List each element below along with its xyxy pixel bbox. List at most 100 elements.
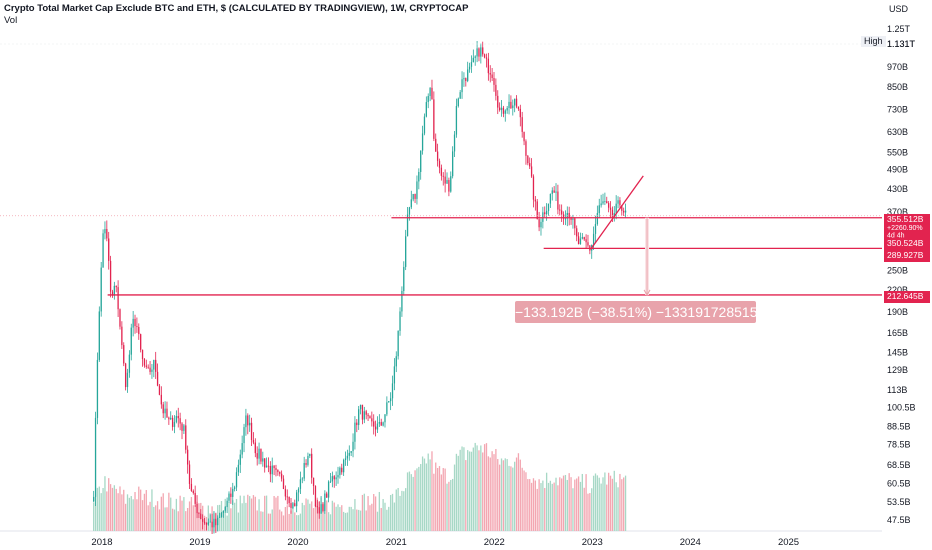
candle-body <box>303 463 305 479</box>
candle-body <box>498 107 501 111</box>
volume-bar <box>555 477 557 531</box>
volume-bar <box>230 508 232 531</box>
candle-body <box>491 74 493 78</box>
candle-body <box>510 101 512 109</box>
candle-body <box>162 404 164 414</box>
volume-bar <box>442 468 444 531</box>
candle-body <box>502 107 505 114</box>
candle-body <box>568 212 570 218</box>
volume-bar <box>508 465 510 531</box>
volume-bar <box>128 497 131 531</box>
candle-body <box>329 481 332 483</box>
volume-bar <box>418 466 420 531</box>
measure-label[interactable]: −133.192B (−38.51%) −133191728515 <box>515 301 758 323</box>
volume-bar <box>190 497 193 531</box>
candle-body <box>282 478 285 489</box>
candle-body <box>232 488 234 497</box>
candle-body <box>594 223 597 234</box>
candle-body <box>557 191 559 210</box>
candle-body <box>292 503 294 508</box>
currency-label: USD <box>889 4 909 14</box>
volume-bar <box>303 505 305 531</box>
volume-bar <box>585 474 587 531</box>
volume-bar <box>228 502 230 531</box>
candle-body <box>168 417 170 420</box>
volume-bar <box>493 454 495 531</box>
volume-bar <box>538 479 540 531</box>
candle-body <box>124 363 127 388</box>
candle-body <box>399 311 401 331</box>
volume-bar <box>104 476 106 531</box>
volume-bar <box>606 484 608 531</box>
candle-body <box>132 318 134 328</box>
candle-body <box>331 476 334 482</box>
volume-bar <box>577 476 580 531</box>
volume-bar <box>382 499 384 531</box>
volume-bar <box>301 502 303 531</box>
volume-bar <box>542 480 544 531</box>
candle-body <box>252 439 255 443</box>
volume-bar <box>160 496 162 531</box>
volume-bar <box>579 481 582 531</box>
volume-bar <box>367 496 369 531</box>
candle-body <box>523 131 525 142</box>
volume-bar <box>237 512 240 531</box>
candle-body <box>459 92 461 99</box>
y-tick-label: 250B <box>887 266 908 276</box>
candle-body <box>250 422 253 440</box>
candle-body <box>450 176 452 192</box>
volume-bar <box>589 493 591 531</box>
candle-body <box>361 404 364 420</box>
candle-body <box>607 203 610 208</box>
volume-bar <box>615 482 617 531</box>
volume-bar <box>188 501 191 531</box>
candle-body <box>559 209 561 211</box>
volume-bar <box>113 485 116 531</box>
candle-body <box>405 236 407 267</box>
volume-bar <box>361 494 364 531</box>
volume-bar <box>117 493 119 531</box>
candle-body <box>587 242 589 246</box>
candle-body <box>160 394 162 405</box>
volume-bar <box>568 473 570 531</box>
candle-body <box>538 219 540 228</box>
candle-body <box>205 522 208 525</box>
volume-bar <box>389 495 392 531</box>
candle-body <box>604 201 606 202</box>
volume-bar <box>504 458 506 531</box>
y-tick-label: 850B <box>887 82 908 92</box>
candle-body <box>504 110 506 114</box>
y-tick-label: 550B <box>887 147 908 157</box>
volume-bar <box>305 498 307 531</box>
candle-body <box>258 448 260 459</box>
volume-bar <box>258 499 260 531</box>
volume-bar <box>344 512 347 531</box>
candle-body <box>562 214 565 219</box>
candle-body <box>544 212 546 215</box>
volume-bar <box>444 468 446 531</box>
candle-body <box>425 102 427 117</box>
volume-bar <box>333 502 335 531</box>
volume-bar <box>592 475 595 531</box>
candle-body <box>581 237 583 239</box>
x-tick-label: 2020 <box>287 537 308 548</box>
y-tick-label: 730B <box>887 105 908 115</box>
volume-bar <box>233 502 236 531</box>
candle-body <box>495 84 497 96</box>
candle-body <box>179 418 181 424</box>
price-tag-sub: 4d 4h <box>887 233 905 240</box>
candle-body <box>433 99 435 139</box>
volume-bar <box>566 479 568 531</box>
candle-body <box>192 490 194 493</box>
candle-body <box>611 209 614 217</box>
volume-bar <box>171 508 174 531</box>
y-tick-label: 129B <box>887 365 908 375</box>
candle-body <box>391 383 394 399</box>
candle-body <box>561 210 563 215</box>
candle-body <box>576 228 578 237</box>
volume-bar <box>408 471 411 531</box>
candle-body <box>397 330 399 357</box>
candle-body <box>203 521 206 523</box>
candle-body <box>468 66 471 70</box>
